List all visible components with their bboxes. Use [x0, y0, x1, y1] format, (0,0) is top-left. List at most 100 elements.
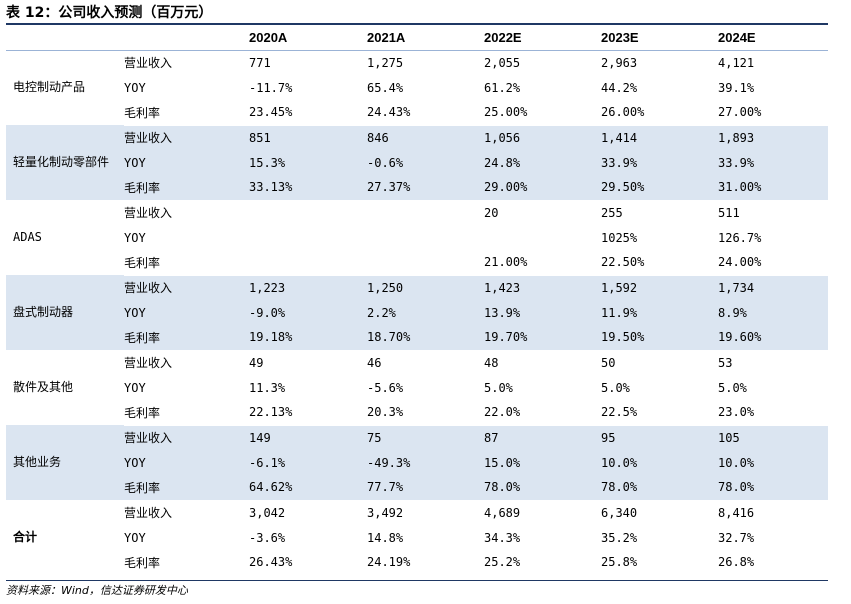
value-cell: 49 — [249, 355, 264, 370]
value-cell: 24.00% — [718, 250, 828, 276]
value-cell: 26.43% — [249, 550, 367, 576]
header-blank-cell — [6, 25, 124, 51]
value-cell: 20.3% — [367, 400, 484, 426]
metric-label-cell: YOY — [124, 300, 249, 325]
value-cell: 22.0% — [484, 400, 601, 426]
value-cell: 511 — [718, 205, 740, 220]
table-row: 毛利率 19.18% 18.70% 19.70% 19.50% 19.60% — [6, 325, 828, 351]
value-cell: 105 — [718, 425, 828, 450]
value-cell: 2.2% — [367, 300, 484, 325]
value-cell: 4,689 — [484, 505, 521, 520]
value-cell: 2,055 — [484, 55, 521, 70]
value-cell: 1,893 — [718, 125, 828, 150]
value-cell: 78.0% — [718, 475, 828, 501]
header-year-cell: 2023E — [601, 25, 718, 51]
metric-label-cell: 营业收入 — [124, 506, 173, 521]
segment-name-cell: ADAS — [13, 230, 42, 244]
value-cell: 31.00% — [718, 175, 828, 201]
table-row: 合计 营业收入 3,042 3,492 4,689 6,340 8,416 — [6, 500, 828, 544]
table-row: YOY -11.7% 65.4% 61.2% 44.2% 39.1% — [6, 75, 828, 100]
value-cell: 8.9% — [718, 300, 828, 325]
value-cell: 25.2% — [484, 550, 601, 576]
table-body: 电控制动产品 营业收入 771 1,275 2,055 2,963 4,121 YOY -11.… — [6, 50, 828, 576]
value-cell: 1,223 — [249, 275, 367, 300]
value-cell: 1,423 — [484, 275, 601, 300]
value-cell: 10.0% — [601, 450, 718, 475]
value-cell — [249, 250, 367, 276]
value-cell: 77.7% — [367, 475, 484, 501]
value-cell: 19.18% — [249, 325, 367, 351]
value-cell: 25.00% — [484, 100, 601, 126]
metric-label-cell: YOY — [124, 80, 146, 95]
table-row: YOY -6.1% -49.3% 15.0% 10.0% 10.0% — [6, 450, 828, 475]
value-cell: 19.70% — [484, 325, 601, 351]
value-cell: 1,414 — [601, 125, 718, 150]
value-cell: 22.13% — [249, 400, 367, 426]
value-cell: 39.1% — [718, 80, 755, 95]
value-cell: 34.3% — [484, 530, 521, 545]
value-cell: 48 — [484, 355, 499, 370]
value-cell: 1,734 — [718, 275, 828, 300]
table-row: 毛利率 33.13% 27.37% 29.00% 29.50% 31.00% — [6, 175, 828, 201]
header-year-cell: 2020A — [249, 25, 367, 51]
value-cell: 24.43% — [367, 100, 484, 126]
value-cell: 10.0% — [718, 450, 828, 475]
value-cell: 5.0% — [484, 380, 513, 395]
table-bottom-rule — [6, 580, 828, 581]
value-cell: 771 — [249, 55, 271, 70]
table-row: YOY 1025% 126.7% — [6, 225, 828, 250]
value-cell: 851 — [249, 125, 367, 150]
value-cell: 53 — [718, 355, 733, 370]
segment-name-cell: 散件及其他 — [13, 380, 74, 394]
value-cell: 26.8% — [718, 550, 828, 576]
table-row: YOY -3.6% 14.8% 34.3% 35.2% 32.7% — [6, 525, 828, 550]
value-cell — [367, 250, 484, 276]
value-cell: 11.9% — [601, 300, 718, 325]
table-row: YOY 11.3% -5.6% 5.0% 5.0% 5.0% — [6, 375, 828, 400]
value-cell: 11.3% — [249, 380, 286, 395]
value-cell: 6,340 — [601, 505, 638, 520]
table-row: 散件及其他 营业收入 49 46 48 50 53 — [6, 350, 828, 394]
value-cell: 24.8% — [484, 150, 601, 175]
header-row: 2020A 2021A 2022E 2023E 2024E — [6, 25, 828, 51]
value-cell: 1,250 — [367, 275, 484, 300]
value-cell: 29.00% — [484, 175, 601, 201]
value-cell: 78.0% — [601, 475, 718, 501]
value-cell: 61.2% — [484, 80, 521, 95]
value-cell: 2,963 — [601, 55, 638, 70]
segment-name-cell: 合计 — [13, 530, 38, 544]
table-row: ADAS 营业收入 20 255 511 — [6, 200, 828, 244]
metric-label-cell: YOY — [124, 530, 146, 545]
metric-label-cell: 营业收入 — [124, 206, 173, 221]
table-row: 电控制动产品 营业收入 771 1,275 2,055 2,963 4,121 — [6, 50, 828, 95]
value-cell: 13.9% — [484, 300, 601, 325]
metric-label-cell: 毛利率 — [124, 550, 249, 576]
metric-label-cell: 毛利率 — [124, 175, 249, 201]
segment-name-cell: 电控制动产品 — [13, 80, 86, 95]
table-row: 毛利率 26.43% 24.19% 25.2% 25.8% 26.8% — [6, 550, 828, 576]
metric-label-cell: 毛利率 — [124, 475, 249, 501]
metric-label-cell: 毛利率 — [124, 325, 249, 351]
value-cell: 23.0% — [718, 400, 828, 426]
value-cell: 44.2% — [601, 80, 638, 95]
value-cell: 126.7% — [718, 230, 762, 245]
table-row: 毛利率 23.45% 24.43% 25.00% 26.00% 27.00% — [6, 100, 828, 126]
metric-label-cell: YOY — [124, 380, 146, 395]
value-cell: 255 — [601, 205, 623, 220]
value-cell: 1,056 — [484, 125, 601, 150]
value-cell: 1,275 — [367, 55, 404, 70]
value-cell: 1025% — [601, 230, 638, 245]
value-cell: -5.6% — [367, 380, 404, 395]
value-cell: 1,592 — [601, 275, 718, 300]
value-cell: -0.6% — [367, 150, 484, 175]
value-cell: 22.5% — [601, 400, 718, 426]
segment-name-cell: 盘式制动器 — [6, 275, 124, 350]
value-cell: 18.70% — [367, 325, 484, 351]
value-cell: -9.0% — [249, 300, 367, 325]
metric-label-cell: 营业收入 — [124, 425, 249, 450]
table-row: YOY -9.0% 2.2% 13.9% 11.9% 8.9% — [6, 300, 828, 325]
table-title: 表 12：公司收入预测（百万元） — [6, 5, 213, 21]
value-cell: 26.00% — [601, 100, 718, 126]
value-cell: 46 — [367, 355, 382, 370]
value-cell: 78.0% — [484, 475, 601, 501]
